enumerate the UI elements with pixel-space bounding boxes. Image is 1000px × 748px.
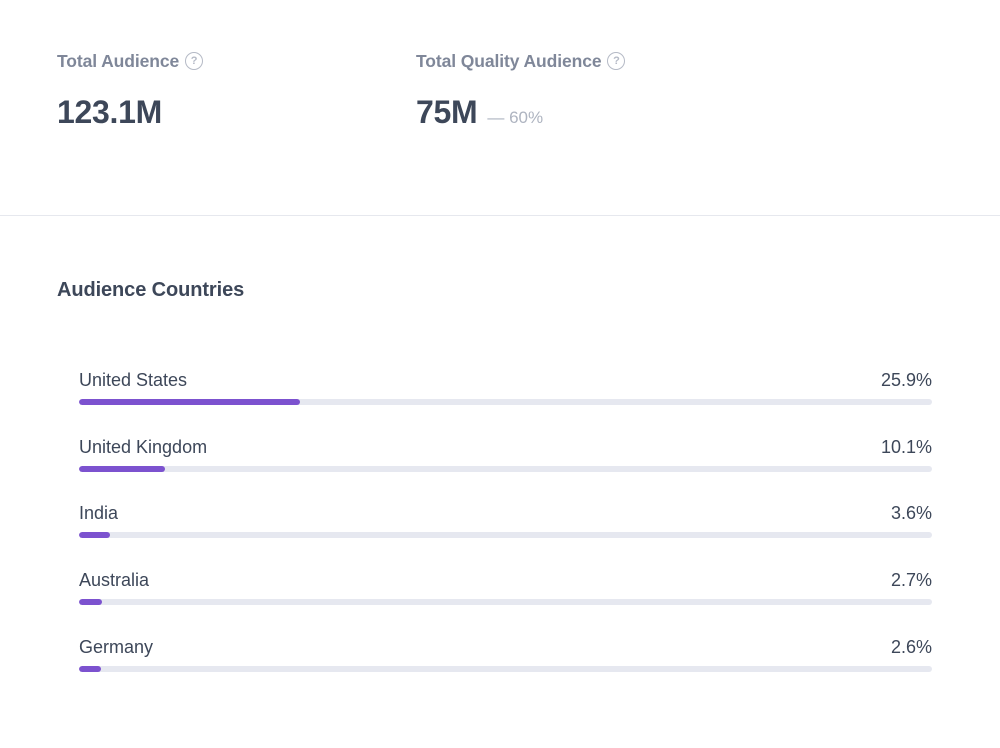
country-name: Australia bbox=[79, 570, 150, 591]
progress-fill bbox=[79, 465, 166, 472]
country-row: United States 25.9% bbox=[79, 368, 932, 435]
country-percent: 10.1% bbox=[880, 436, 932, 457]
country-list: United States 25.9% United Kingdom 10.1%… bbox=[79, 368, 932, 701]
progress-fill bbox=[79, 599, 103, 606]
country-name: United Kingdom bbox=[79, 436, 208, 457]
total-audience-value-row: 123.1M bbox=[57, 94, 203, 131]
country-row: Germany 2.6% bbox=[79, 635, 932, 702]
progress-track bbox=[79, 399, 932, 405]
total-audience-label: Total Audience bbox=[57, 50, 180, 71]
country-percent: 2.6% bbox=[890, 636, 932, 657]
metrics-panel: Total Audience ? 123.1M Total Quality Au… bbox=[0, 0, 1000, 215]
progress-fill bbox=[79, 399, 300, 405]
help-icon[interactable]: ? bbox=[185, 52, 204, 70]
progress-track bbox=[79, 532, 932, 539]
country-name: United States bbox=[79, 370, 188, 390]
total-quality-audience-value: 75M bbox=[416, 94, 478, 130]
total-quality-audience-metric: Total Quality Audience ? 75M — 60% bbox=[416, 48, 626, 131]
country-row: United Kingdom 10.1% bbox=[79, 435, 932, 502]
progress-fill bbox=[79, 665, 102, 672]
total-quality-audience-label: Total Quality Audience bbox=[416, 50, 602, 71]
help-icon[interactable]: ? bbox=[607, 52, 626, 70]
country-name: Germany bbox=[79, 636, 154, 657]
total-audience-value: 123.1M bbox=[57, 94, 162, 130]
section-divider bbox=[0, 215, 1000, 216]
country-percent: 25.9% bbox=[880, 370, 932, 390]
country-name: India bbox=[79, 503, 119, 524]
quality-audience-percent: — 60% bbox=[487, 108, 544, 127]
country-percent: 2.7% bbox=[890, 570, 932, 591]
country-row: India 3.6% bbox=[79, 501, 932, 568]
progress-track bbox=[79, 665, 932, 672]
progress-track bbox=[79, 465, 932, 472]
total-quality-audience-value-row: 75M — 60% bbox=[416, 94, 625, 131]
country-percent: 3.6% bbox=[890, 503, 932, 524]
total-quality-audience-label-row: Total Quality Audience ? bbox=[416, 48, 626, 74]
country-row: Australia 2.7% bbox=[79, 568, 932, 635]
progress-fill bbox=[79, 532, 110, 539]
total-audience-label-row: Total Audience ? bbox=[57, 48, 204, 74]
progress-track bbox=[79, 599, 932, 606]
total-audience-metric: Total Audience ? 123.1M bbox=[57, 48, 204, 131]
audience-countries-title: Audience Countries bbox=[57, 279, 245, 301]
